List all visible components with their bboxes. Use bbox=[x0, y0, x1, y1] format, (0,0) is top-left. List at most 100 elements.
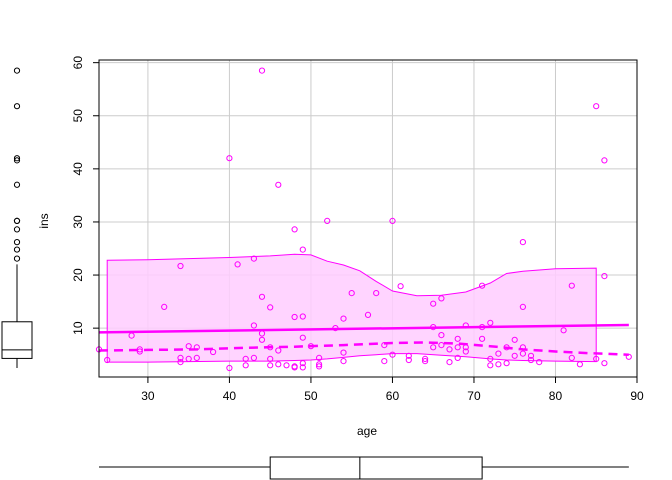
data-point bbox=[454, 344, 461, 351]
y-tick-label: 60 bbox=[71, 56, 85, 70]
data-point bbox=[479, 324, 486, 331]
data-point bbox=[226, 364, 233, 372]
data-point bbox=[210, 348, 217, 356]
data-point bbox=[340, 315, 347, 322]
data-point bbox=[258, 293, 266, 300]
x-marginal-boxplot bbox=[99, 456, 629, 480]
data-point bbox=[250, 322, 257, 329]
data-point bbox=[389, 217, 396, 224]
data-point bbox=[601, 360, 608, 367]
smooth-curve-line bbox=[98, 341, 629, 356]
data-point bbox=[316, 363, 323, 370]
y-tick-label: 10 bbox=[71, 321, 85, 335]
data-point bbox=[593, 355, 600, 362]
y-tick-label: 40 bbox=[71, 162, 85, 176]
data-point bbox=[519, 239, 527, 246]
data-point bbox=[242, 362, 249, 369]
data-point bbox=[422, 355, 429, 362]
data-point bbox=[275, 361, 282, 368]
data-point bbox=[185, 355, 192, 362]
x-tick-label: 30 bbox=[141, 389, 155, 403]
data-point bbox=[234, 261, 241, 268]
data-point bbox=[511, 336, 518, 343]
data-point bbox=[495, 361, 502, 368]
data-point bbox=[519, 303, 527, 310]
data-point bbox=[364, 311, 372, 318]
data-point bbox=[250, 354, 257, 361]
data-point bbox=[136, 348, 143, 355]
data-point bbox=[487, 319, 494, 326]
data-point bbox=[519, 344, 527, 351]
fit-lines bbox=[98, 323, 629, 356]
y-tick-label: 30 bbox=[71, 215, 85, 229]
data-point bbox=[299, 313, 306, 320]
data-point bbox=[177, 354, 184, 361]
data-point bbox=[128, 332, 135, 339]
data-point bbox=[275, 347, 282, 354]
x-axis-title: age bbox=[357, 424, 377, 438]
data-point bbox=[519, 350, 527, 357]
data-point bbox=[332, 325, 339, 332]
data-point bbox=[299, 246, 306, 253]
data-point bbox=[275, 181, 282, 188]
data-point bbox=[348, 290, 355, 297]
axes: 30 40 50 60 70 80 90 10 20 30 40 50 60 bbox=[71, 56, 644, 403]
data-point bbox=[381, 358, 388, 365]
data-point bbox=[177, 262, 184, 270]
data-point bbox=[291, 226, 298, 233]
x-box-iqr bbox=[269, 456, 483, 480]
data-point bbox=[576, 361, 584, 368]
data-point bbox=[446, 359, 453, 366]
y-box-iqr bbox=[1, 321, 33, 359]
data-point bbox=[340, 358, 347, 365]
data-point bbox=[527, 356, 535, 364]
data-point bbox=[193, 354, 200, 361]
data-point bbox=[283, 362, 290, 369]
data-point bbox=[291, 364, 298, 371]
data-point bbox=[405, 356, 412, 364]
x-tick-label: 50 bbox=[304, 389, 318, 403]
data-point bbox=[601, 273, 608, 280]
data-point bbox=[104, 356, 111, 364]
data-point bbox=[267, 362, 274, 369]
data-point bbox=[568, 282, 575, 289]
data-point bbox=[601, 157, 608, 164]
data-point bbox=[438, 342, 445, 349]
y-box-outlier bbox=[13, 181, 21, 188]
y-tick-label: 50 bbox=[71, 109, 85, 123]
data-points bbox=[95, 67, 632, 372]
data-point bbox=[373, 290, 380, 297]
data-point bbox=[258, 336, 266, 343]
data-point bbox=[193, 344, 200, 351]
data-point bbox=[136, 346, 143, 353]
y-box-outlier bbox=[13, 255, 21, 262]
data-point bbox=[397, 283, 404, 290]
y-box-outlier bbox=[13, 157, 21, 164]
data-point bbox=[267, 304, 274, 311]
data-point bbox=[511, 352, 518, 359]
confidence-band bbox=[106, 253, 597, 363]
data-point bbox=[422, 358, 429, 365]
data-point bbox=[299, 334, 306, 341]
band-area bbox=[106, 253, 597, 363]
data-point bbox=[267, 355, 274, 362]
data-point bbox=[405, 352, 412, 359]
data-point bbox=[242, 355, 249, 362]
plot-frame bbox=[98, 59, 638, 378]
data-point bbox=[250, 255, 257, 262]
x-tick-label: 70 bbox=[467, 389, 481, 403]
data-point bbox=[430, 344, 437, 351]
y-box-outlier bbox=[13, 246, 21, 253]
data-point bbox=[258, 67, 266, 74]
y-box-outlier bbox=[13, 103, 21, 110]
data-point bbox=[430, 324, 437, 331]
data-point bbox=[568, 354, 575, 361]
data-point bbox=[487, 355, 494, 362]
y-axis-title: ins bbox=[37, 213, 51, 228]
y-box-outlier bbox=[13, 239, 21, 246]
data-point bbox=[430, 300, 437, 307]
data-point bbox=[299, 360, 306, 367]
x-tick-label: 40 bbox=[223, 389, 237, 403]
y-marginal-boxplot bbox=[1, 67, 33, 368]
